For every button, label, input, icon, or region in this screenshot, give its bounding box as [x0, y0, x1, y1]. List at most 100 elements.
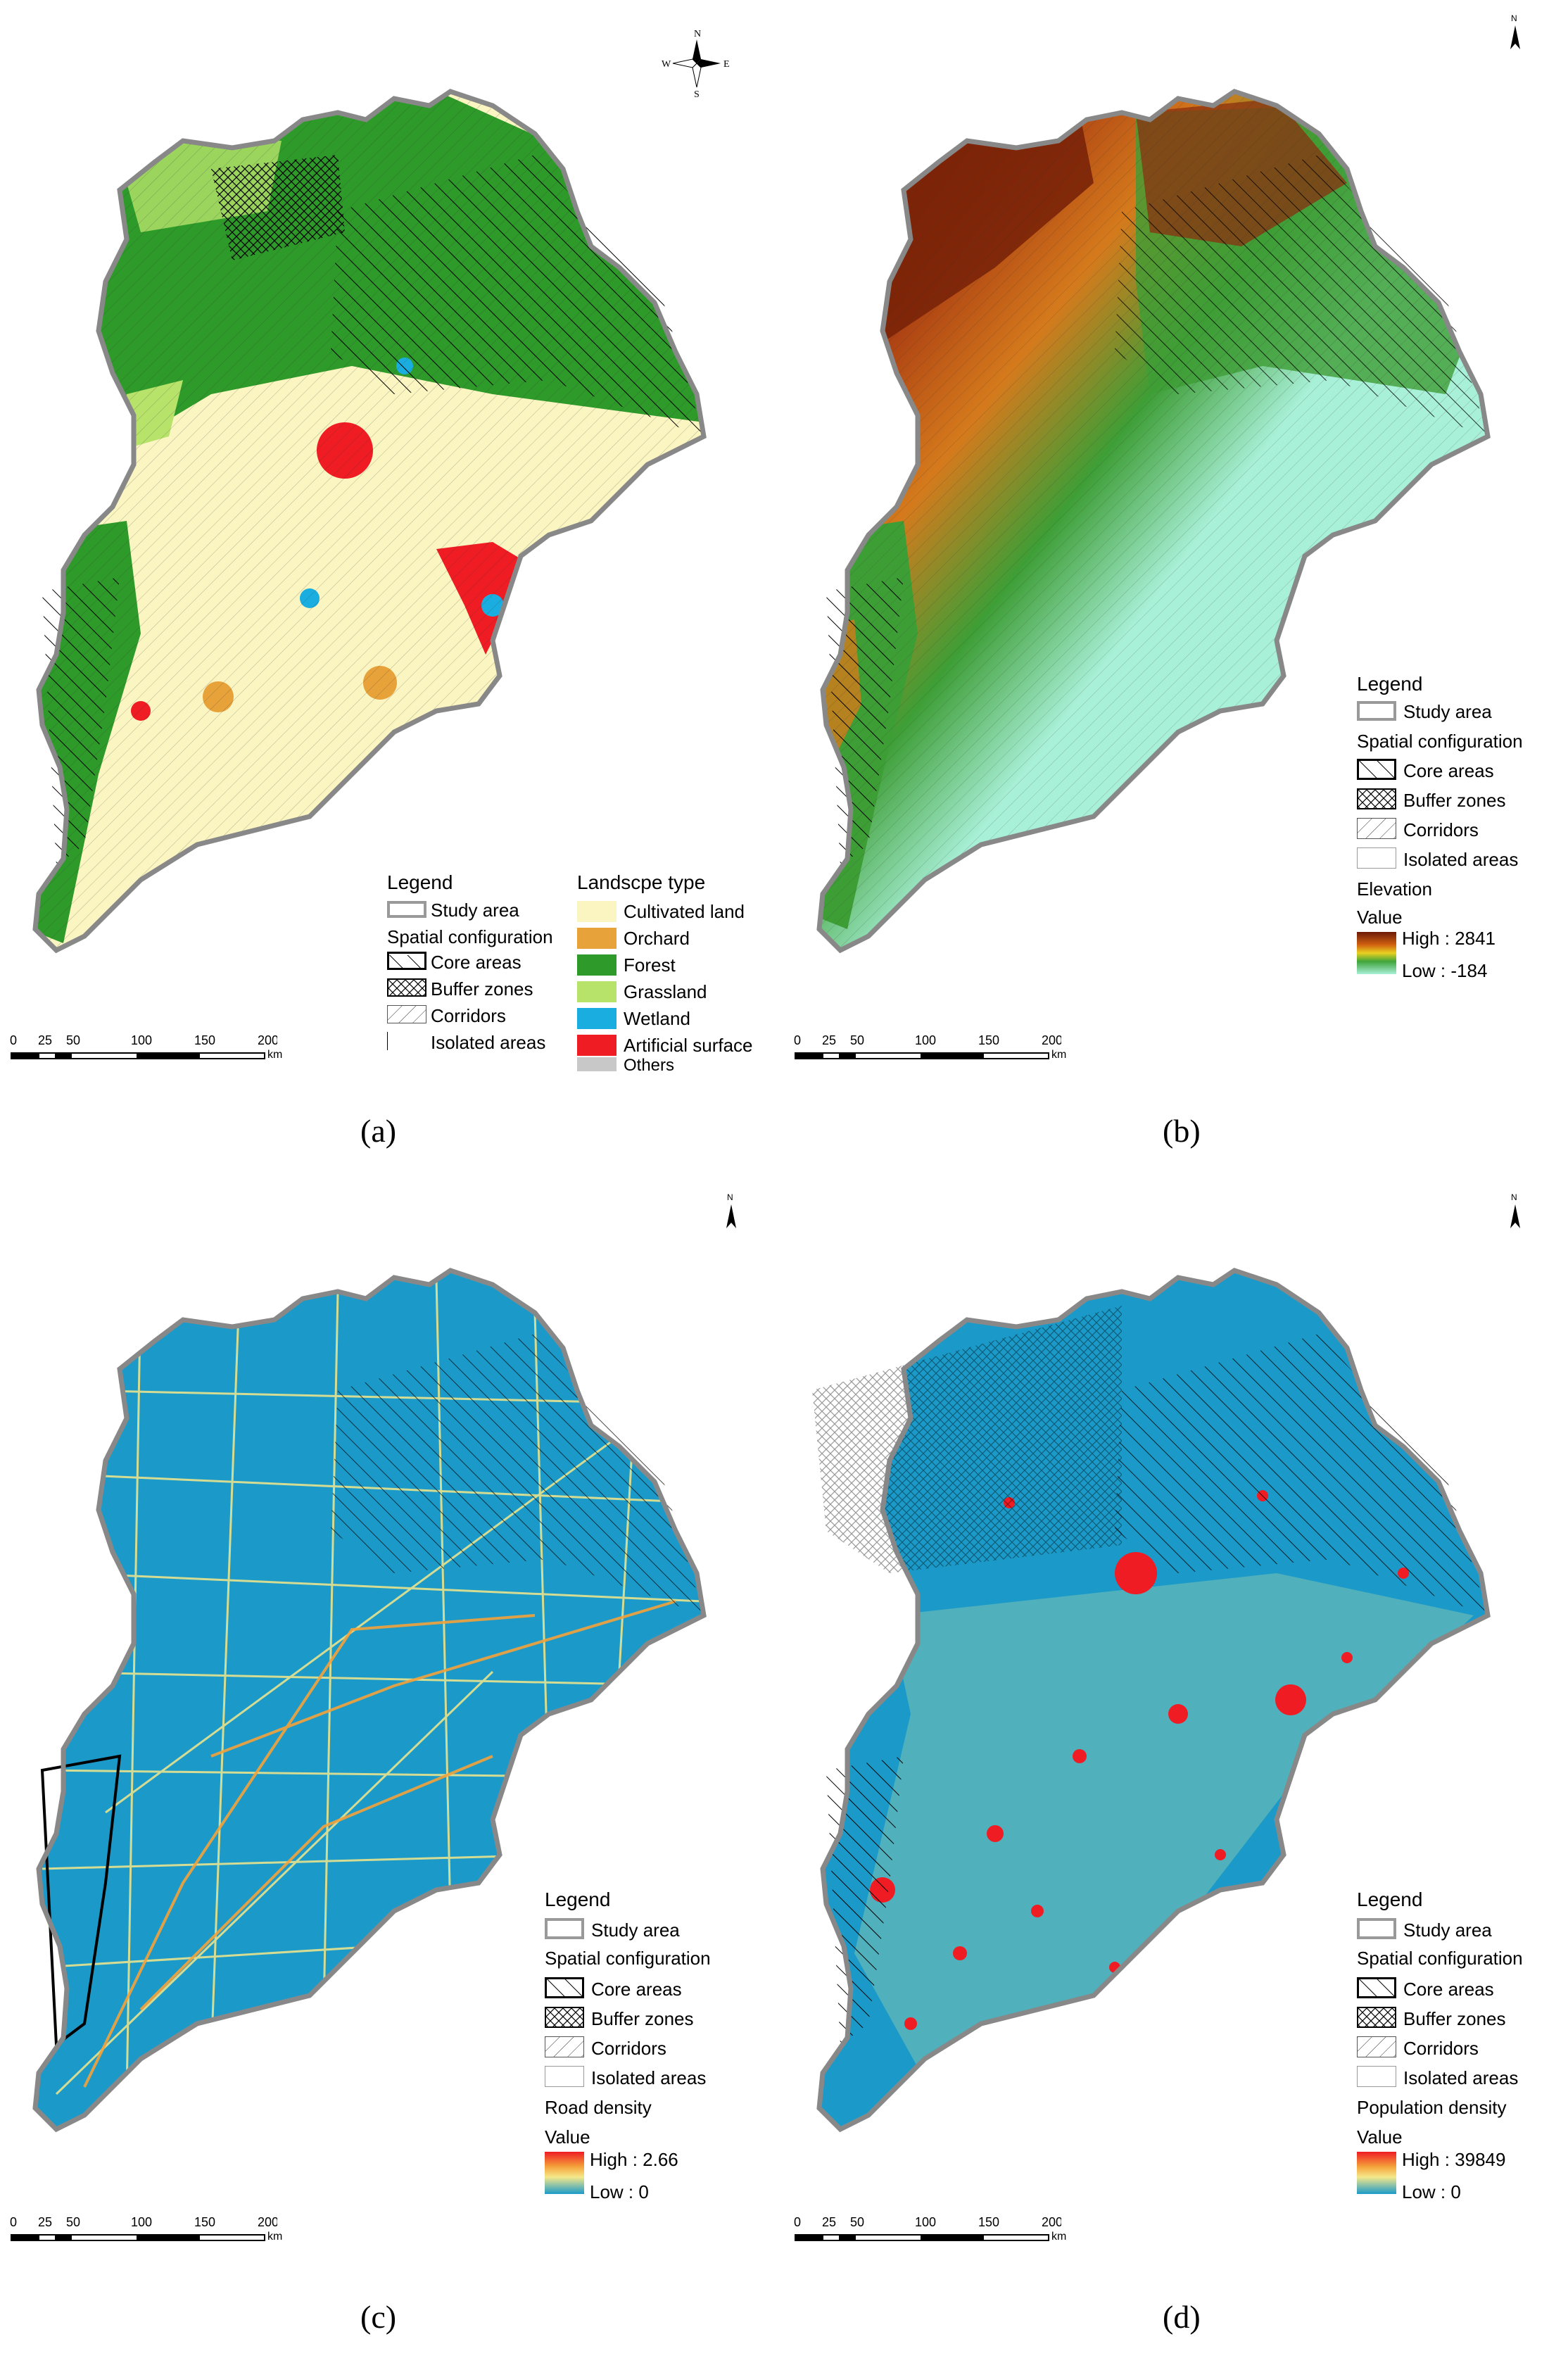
corridor-label: Corridors — [431, 1005, 506, 1026]
buffer-swatch — [1357, 2007, 1396, 2028]
elevation-ramp — [1357, 932, 1396, 974]
high-label: High : 2.66 — [590, 2149, 678, 2170]
core-label: Core areas — [1403, 760, 1494, 781]
study-area-swatch — [545, 1918, 584, 1939]
core-label: Core areas — [591, 1979, 682, 2000]
layer-title: Elevation — [1357, 878, 1432, 900]
low-label: Low : 0 — [1402, 2181, 1461, 2202]
spatial-config-label: Spatial configuration — [1357, 731, 1523, 752]
corridor-swatch — [545, 2036, 584, 2057]
buffer-swatch — [1357, 788, 1396, 809]
low-label: Low : -184 — [1402, 960, 1488, 981]
isolated-swatch — [387, 1032, 426, 1050]
study-area-label: Study area — [1403, 1919, 1492, 1941]
compass-e: E — [723, 59, 730, 70]
scale-bar: 0 25 50 100 150 200 km — [794, 2214, 1066, 2249]
value-label: Value — [1357, 907, 1403, 928]
buffer-label: Buffer zones — [591, 2008, 694, 2029]
scale-tick: 25 — [38, 1033, 52, 1047]
scale-tick: 150 — [194, 2215, 215, 2229]
north-label: N — [727, 1192, 733, 1202]
buffer-swatch — [545, 2007, 584, 2028]
legend-title: Legend — [1357, 673, 1423, 695]
scale-tick: 200 — [258, 1033, 277, 1047]
spatial-config-label: Spatial configuration — [545, 1948, 711, 1969]
corridor-swatch — [1357, 2036, 1396, 2057]
value-label: Value — [545, 2126, 590, 2148]
core-label: Core areas — [1403, 1979, 1494, 2000]
north-label: N — [1511, 13, 1517, 23]
high-label: High : 2841 — [1402, 928, 1496, 949]
scale-tick: 150 — [194, 1033, 215, 1047]
scale-tick: 0 — [10, 1033, 17, 1047]
landscape-label: Wetland — [624, 1008, 690, 1029]
landscape-label: Grassland — [624, 981, 707, 1002]
scale-tick: 200 — [1042, 1033, 1061, 1047]
compass-n: N — [694, 29, 701, 39]
study-area-label: Study area — [591, 1919, 680, 1941]
scale-tick: 50 — [66, 1033, 80, 1047]
north-arrow-icon: N — [726, 1192, 736, 1228]
landscape-label: Others — [624, 1056, 675, 1075]
panel-a: N S W E Legend Study area Spatial config… — [0, 0, 784, 1179]
landscape-label: Orchard — [624, 928, 690, 949]
panel-d: N Legend Study area Spatial configuratio… — [784, 1179, 1568, 2358]
others-swatch — [577, 1057, 617, 1071]
scale-bar: 0 25 50 100 150 200 km — [10, 1032, 282, 1067]
population-density-ramp — [1357, 2152, 1396, 2194]
scale-tick: 100 — [915, 2215, 936, 2229]
core-swatch — [387, 952, 426, 970]
study-area-swatch — [1357, 701, 1396, 721]
compass-rose-icon: N S W E — [662, 29, 730, 99]
landscape-label: Artificial surface — [624, 1035, 753, 1056]
land-cover-map — [0, 0, 784, 1056]
landscape-title: Landscpe type — [577, 871, 706, 893]
buffer-swatch — [387, 978, 426, 997]
legend-c: Legend Study area Spatial configuration … — [457, 1890, 767, 2221]
corridor-swatch — [1357, 818, 1396, 839]
legend-title: Legend — [545, 1889, 611, 1910]
isolated-swatch — [545, 2066, 584, 2087]
corridor-label: Corridors — [1403, 2038, 1479, 2059]
scale-unit: km — [1051, 1049, 1067, 1061]
scale-bar: 0 25 50 100 150 200 km — [10, 2214, 282, 2249]
study-area-label: Study area — [1403, 701, 1492, 722]
wetland-swatch — [577, 1008, 617, 1029]
scale-tick: 0 — [10, 2215, 17, 2229]
scale-tick: 100 — [131, 1033, 152, 1047]
scale-tick: 50 — [66, 2215, 80, 2229]
corridor-swatch — [387, 1005, 426, 1023]
north-arrow-icon: N — [1510, 13, 1520, 49]
compass-s: S — [694, 89, 700, 99]
orchard-swatch — [577, 928, 617, 949]
buffer-label: Buffer zones — [1403, 2008, 1506, 2029]
scale-tick: 25 — [822, 1033, 836, 1047]
high-label: High : 39849 — [1402, 2149, 1506, 2170]
legend-d: Legend Study area Spatial configuration … — [1270, 1890, 1565, 2221]
scale-unit: km — [267, 2231, 283, 2243]
caption-d: (d) — [1163, 2299, 1201, 2335]
scale-tick: 200 — [1042, 2215, 1061, 2229]
isolated-label: Isolated areas — [1403, 2067, 1519, 2088]
panel-c: N Legend Study area Spatial configuratio… — [0, 1179, 784, 2358]
scale-tick: 25 — [822, 2215, 836, 2229]
layer-title: Road density — [545, 2097, 652, 2118]
grassland-swatch — [577, 981, 617, 1002]
study-area-label: Study area — [431, 900, 519, 921]
scale-bar: 0 25 50 100 150 200 km — [794, 1032, 1066, 1067]
scale-tick: 0 — [794, 1033, 801, 1047]
core-label: Core areas — [431, 952, 521, 973]
elevation-map — [784, 0, 1568, 1056]
landscape-label: Forest — [624, 954, 676, 976]
scale-tick: 200 — [258, 2215, 277, 2229]
isolated-swatch — [1357, 847, 1396, 869]
compass-w: W — [662, 59, 671, 70]
core-swatch — [1357, 759, 1396, 780]
legend-title: Legend — [1357, 1889, 1423, 1910]
scale-tick: 0 — [794, 2215, 801, 2229]
buffer-label: Buffer zones — [431, 978, 533, 1000]
scale-tick: 150 — [978, 2215, 999, 2229]
scale-tick: 50 — [850, 2215, 864, 2229]
legend-a: Legend Study area Spatial configuration … — [366, 845, 760, 1074]
corridor-label: Corridors — [1403, 819, 1479, 840]
